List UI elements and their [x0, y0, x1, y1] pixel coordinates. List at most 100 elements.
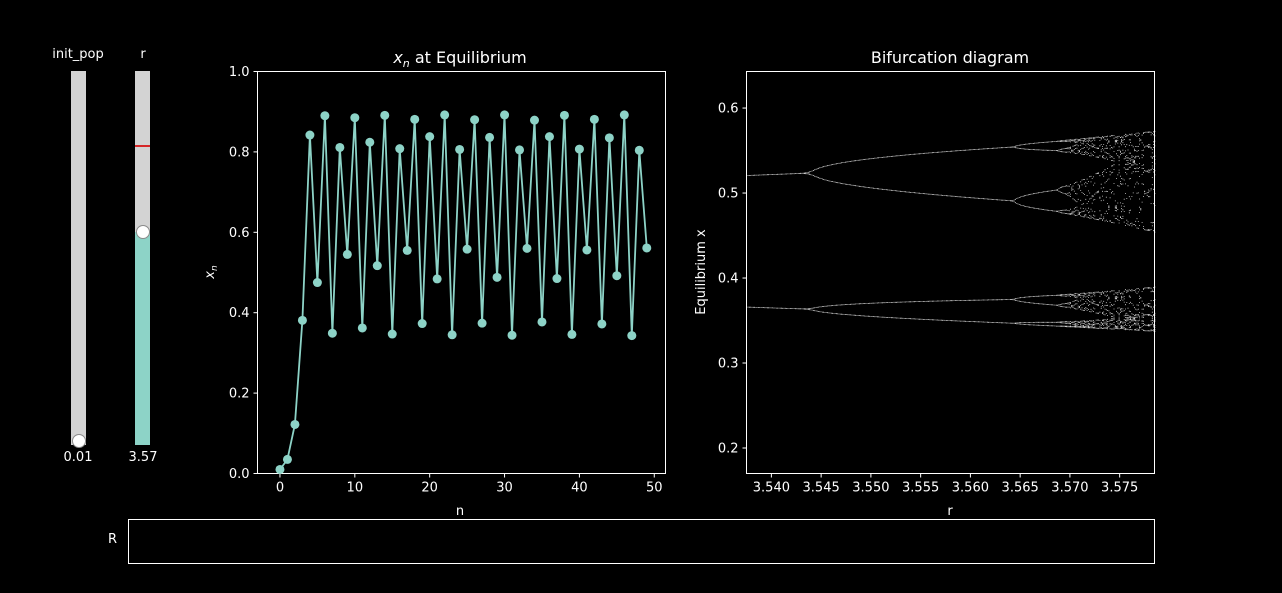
bifurcation-chart-frame	[746, 71, 1155, 474]
bif-xtick-label: 3.545	[803, 481, 840, 496]
xn-xtick-label: 30	[496, 481, 513, 496]
xn-ytick-label: 0.2	[229, 387, 250, 402]
xn-ytick-label: 0.6	[229, 226, 250, 241]
xn-data-point	[380, 110, 390, 120]
xn-data-point	[589, 114, 599, 124]
bif-xtick-label: 3.550	[852, 481, 889, 496]
xn-data-point	[462, 244, 472, 254]
xn-data-point	[320, 111, 330, 121]
bif-ytick-label: 0.5	[718, 187, 739, 202]
xn-equilibrium-chart: xn at Equilibrium 0 10 20 30 40 50 0.0 0.2 0.4 0…	[203, 48, 666, 519]
xn-ytick-label: 0.0	[229, 467, 250, 482]
bif-xtick-label: 3.555	[902, 481, 939, 496]
bif-ytick-label: 0.2	[718, 442, 739, 457]
xn-data-point	[574, 144, 584, 154]
bifurcation-scatter	[746, 130, 1156, 332]
xn-data-point	[282, 454, 292, 464]
r-slider-initial-marker	[135, 144, 150, 147]
init-pop-slider-handle[interactable]	[72, 434, 86, 449]
xn-data-point	[455, 144, 465, 154]
xn-data-point	[305, 130, 315, 140]
xn-xtick-label: 40	[571, 481, 588, 496]
xn-xtick-label: 10	[347, 481, 364, 496]
r-textbox[interactable]	[128, 519, 1155, 564]
xn-xtick-label: 20	[421, 481, 438, 496]
xn-chart-ylabel: xn	[203, 265, 220, 280]
r-slider-value: 3.57	[128, 450, 158, 465]
xn-data-point	[297, 315, 307, 325]
bif-xtick-label: 3.570	[1051, 481, 1088, 496]
xn-data-point	[515, 145, 525, 155]
bif-ytick-label: 0.6	[718, 102, 739, 117]
xn-data-point	[634, 145, 644, 155]
xn-data-point	[492, 272, 502, 282]
r-slider-fill	[135, 231, 150, 445]
xn-data-point	[275, 464, 285, 474]
xn-data-point	[612, 271, 622, 281]
xn-ytick-label: 0.8	[229, 145, 250, 160]
xn-data-point	[485, 132, 495, 142]
xn-data-point	[432, 274, 442, 284]
xn-data-point	[327, 328, 337, 338]
xn-chart-frame	[257, 71, 666, 474]
xn-data-point	[372, 261, 382, 271]
xn-data-point	[410, 114, 420, 124]
xn-data-point	[500, 110, 510, 120]
xn-data-point	[642, 243, 652, 253]
init-pop-slider-value: 0.01	[63, 450, 93, 465]
xn-data-point	[350, 113, 360, 123]
xn-data-point	[627, 331, 637, 341]
xn-data-point	[522, 243, 532, 253]
xn-data-point	[387, 329, 397, 339]
xn-data-point	[357, 323, 367, 333]
xn-data-point	[597, 319, 607, 329]
xn-xtick-label: 50	[646, 481, 663, 496]
xn-data-point	[529, 115, 539, 125]
r-textbox-label: R	[108, 532, 118, 547]
bif-xtick-label: 3.560	[952, 481, 989, 496]
xn-data-point	[365, 137, 375, 147]
bif-xtick-label: 3.540	[753, 481, 790, 496]
bif-ytick-label: 0.4	[718, 272, 739, 287]
xn-data-point	[290, 419, 300, 429]
xn-data-point	[507, 330, 517, 340]
xn-series-line	[279, 114, 648, 471]
bif-xtick-label: 3.575	[1101, 481, 1138, 496]
bifurcation-chart-title: Bifurcation diagram	[871, 48, 1029, 67]
xn-data-point	[477, 318, 487, 328]
xn-data-point	[402, 245, 412, 255]
xn-ytick-label: 0.4	[229, 306, 250, 321]
bif-xtick-label: 3.565	[1002, 481, 1039, 496]
xn-data-point	[395, 144, 405, 154]
bif-ytick-label: 0.3	[718, 357, 739, 372]
bifurcation-chart-ylabel: Equilibrium x	[694, 229, 709, 315]
xn-data-point	[582, 245, 592, 255]
xn-xtick-label: 0	[276, 481, 284, 496]
xn-chart-xlabel: n	[456, 504, 464, 519]
xn-data-point	[440, 110, 450, 120]
xn-data-point	[619, 110, 629, 120]
xn-data-point	[544, 132, 554, 142]
xn-data-point	[342, 249, 352, 259]
xn-data-point	[417, 319, 427, 329]
init-pop-slider-label: init_pop	[52, 47, 104, 62]
xn-ytick-label: 1.0	[229, 65, 250, 80]
xn-data-point	[312, 278, 322, 288]
xn-data-point	[567, 329, 577, 339]
xn-data-point	[559, 110, 569, 120]
xn-data-point	[604, 133, 614, 143]
xn-data-point	[335, 142, 345, 152]
bifurcation-chart-xlabel: r	[947, 504, 953, 519]
xn-data-point	[470, 115, 480, 125]
r-slider-label: r	[140, 47, 146, 62]
xn-chart-title: xn at Equilibrium	[392, 48, 526, 70]
bifurcation-chart: Bifurcation diagram 3.540 3.545 3.550 3.555…	[694, 48, 1156, 519]
bifurcation-points	[746, 130, 1156, 332]
r-slider-handle[interactable]	[136, 224, 150, 239]
xn-data-point	[447, 330, 457, 340]
xn-data-point	[425, 132, 435, 142]
init-pop-slider-track[interactable]	[71, 71, 86, 445]
xn-data-point	[552, 274, 562, 284]
xn-data-point	[537, 317, 547, 327]
